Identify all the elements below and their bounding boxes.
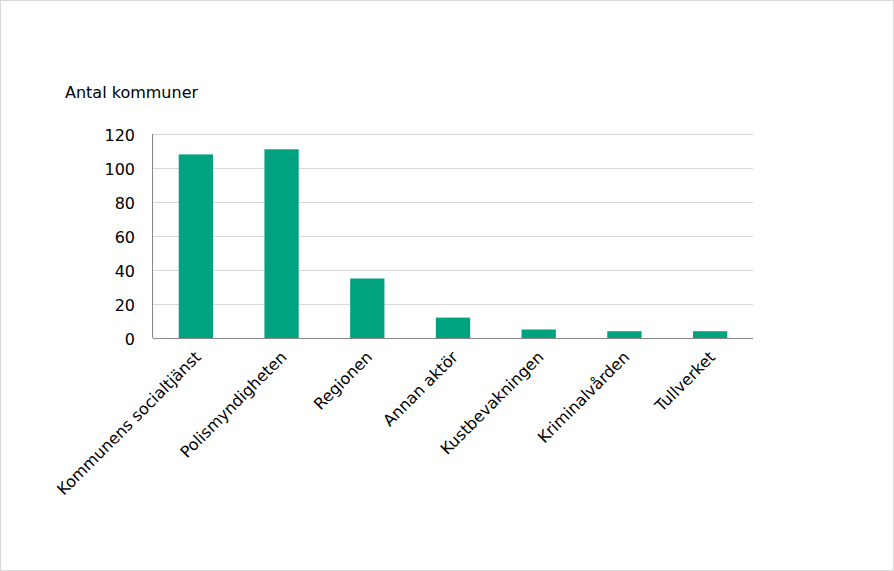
grid-line	[153, 134, 753, 135]
y-axis-line	[152, 134, 153, 338]
grid-line	[153, 338, 753, 339]
y-tick-label: 40	[115, 262, 135, 281]
chart-container: 0 20 40 60 80 100 120 Kommunens socialtjänstPol…	[0, 0, 894, 571]
x-axis-line	[153, 338, 753, 339]
bar	[179, 154, 213, 338]
bar	[264, 149, 298, 338]
grid-line	[153, 202, 753, 203]
y-tick-label: 60	[115, 228, 135, 247]
grid-line	[153, 270, 753, 271]
grid-line	[153, 168, 753, 169]
chart-svg: 0 20 40 60 80 100 120 Kommunens socialtjänstPol…	[0, 0, 894, 571]
x-tick-label: Kriminalvården	[534, 347, 633, 446]
bar	[350, 279, 384, 339]
y-axis-title: Antal kommuner	[65, 83, 198, 102]
y-tick-label: 120	[104, 126, 135, 145]
x-tick-label: Annan aktör	[379, 347, 462, 430]
y-tick-label: 0	[125, 330, 135, 349]
x-tick-label: Polismyndigheten	[176, 347, 290, 461]
x-tick-label: Kustbevakningen	[437, 347, 548, 458]
frame	[1, 1, 894, 571]
x-tick-label: Tullverket	[650, 347, 719, 416]
bar	[436, 318, 470, 338]
grid-line	[153, 236, 753, 237]
y-tick-label: 100	[104, 160, 135, 179]
bar	[607, 331, 641, 338]
x-tick-label: Regionen	[310, 347, 376, 413]
x-tick-label: Kommunens socialtjänst	[53, 347, 204, 498]
bars	[179, 149, 728, 338]
grid-line	[153, 304, 753, 305]
bar	[522, 330, 556, 339]
y-tick-label: 20	[115, 296, 135, 315]
y-tick-label: 80	[115, 194, 135, 213]
bar	[693, 331, 727, 338]
